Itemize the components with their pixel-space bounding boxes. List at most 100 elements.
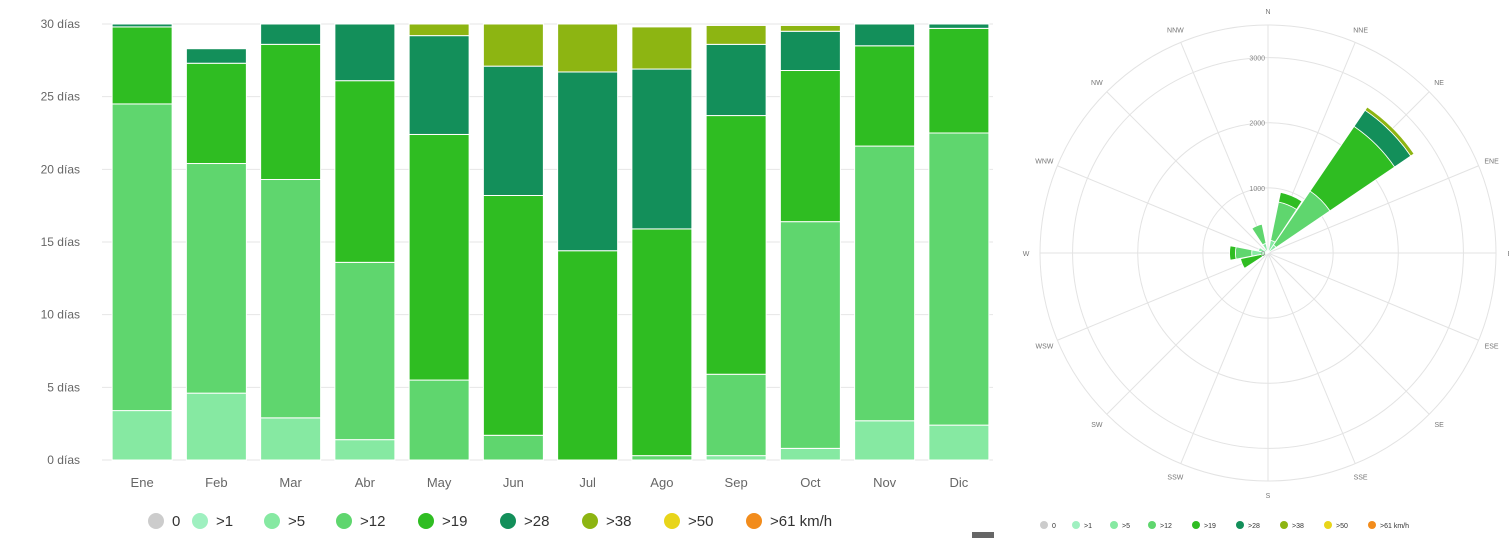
bar-segment[interactable] bbox=[631, 228, 693, 457]
bar-segment[interactable] bbox=[111, 26, 173, 105]
rose-segment[interactable] bbox=[1240, 253, 1264, 269]
bar-segment[interactable] bbox=[482, 194, 544, 436]
bar-segment[interactable] bbox=[111, 410, 173, 461]
bar-segment[interactable] bbox=[854, 420, 916, 461]
legend-label[interactable]: >5 bbox=[1122, 523, 1130, 530]
angular-gridline bbox=[1267, 252, 1356, 464]
legend-label[interactable]: >61 km/h bbox=[770, 513, 832, 530]
legend-label[interactable]: >1 bbox=[1084, 523, 1092, 530]
bar-segment[interactable] bbox=[705, 43, 767, 117]
legend-label[interactable]: >28 bbox=[1248, 523, 1260, 530]
legend-label[interactable]: >12 bbox=[1160, 523, 1172, 530]
bar-segment[interactable] bbox=[631, 68, 693, 230]
legend-label[interactable]: >1 bbox=[216, 513, 233, 530]
legend-label[interactable]: >38 bbox=[1292, 523, 1304, 530]
bar-segment[interactable] bbox=[260, 179, 322, 419]
bar-segment[interactable] bbox=[408, 35, 470, 135]
bar-segment[interactable] bbox=[631, 26, 693, 70]
bar-segment[interactable] bbox=[482, 434, 544, 461]
bar-segment[interactable] bbox=[185, 392, 247, 461]
direction-label: NNW bbox=[1167, 27, 1184, 34]
bar-segment[interactable] bbox=[408, 23, 470, 37]
bar-segment[interactable] bbox=[334, 23, 396, 82]
bar-segment[interactable] bbox=[928, 23, 990, 29]
legend-marker[interactable] bbox=[1280, 521, 1288, 529]
bar-segment[interactable] bbox=[260, 417, 322, 461]
legend-marker[interactable] bbox=[192, 513, 208, 529]
legend-label[interactable]: >61 km/h bbox=[1380, 523, 1409, 530]
legend-marker[interactable] bbox=[1110, 521, 1118, 529]
bar-segment[interactable] bbox=[779, 30, 841, 72]
legend-marker[interactable] bbox=[148, 513, 164, 529]
bar-segment[interactable] bbox=[928, 132, 990, 426]
x-tick-label: Ago bbox=[650, 475, 673, 490]
bar-segment[interactable] bbox=[631, 455, 693, 461]
bar-segment[interactable] bbox=[779, 70, 841, 223]
bar-segment[interactable] bbox=[928, 424, 990, 461]
bar-segment[interactable] bbox=[779, 24, 841, 32]
legend-marker[interactable] bbox=[582, 513, 598, 529]
legend-marker[interactable] bbox=[746, 513, 762, 529]
bar-segment[interactable] bbox=[482, 23, 544, 67]
legend-label[interactable]: >28 bbox=[524, 513, 549, 530]
bar-segment[interactable] bbox=[408, 133, 470, 381]
rose-segment[interactable] bbox=[1278, 191, 1303, 210]
bar-segment[interactable] bbox=[185, 62, 247, 165]
bar-segment[interactable] bbox=[334, 439, 396, 461]
legend-label[interactable]: 0 bbox=[1052, 523, 1056, 530]
bar-segment[interactable] bbox=[557, 71, 619, 252]
legend-label[interactable]: >38 bbox=[606, 513, 631, 530]
bar-segment[interactable] bbox=[557, 23, 619, 73]
direction-label: SE bbox=[1434, 422, 1444, 429]
rose-segment[interactable] bbox=[1364, 106, 1415, 157]
legend-label[interactable]: >12 bbox=[360, 513, 385, 530]
legend-marker[interactable] bbox=[1040, 521, 1048, 529]
bar-segment[interactable] bbox=[185, 48, 247, 64]
angular-gridline bbox=[1057, 252, 1269, 341]
legend-marker[interactable] bbox=[264, 513, 280, 529]
bar-segment[interactable] bbox=[482, 65, 544, 196]
bar-segment[interactable] bbox=[854, 23, 916, 47]
bar-segment[interactable] bbox=[705, 115, 767, 375]
legend-marker[interactable] bbox=[418, 513, 434, 529]
bar-segment[interactable] bbox=[705, 455, 767, 461]
legend-label[interactable]: >50 bbox=[688, 513, 713, 530]
bar-segment[interactable] bbox=[779, 447, 841, 461]
bar-segment[interactable] bbox=[557, 250, 619, 461]
rose-segment[interactable] bbox=[1251, 223, 1267, 246]
bar-segment[interactable] bbox=[779, 221, 841, 449]
bar-segment[interactable] bbox=[260, 43, 322, 181]
bar-segment[interactable] bbox=[854, 45, 916, 147]
bar-segment[interactable] bbox=[111, 103, 173, 412]
bar-segment[interactable] bbox=[334, 261, 396, 441]
bar-segment[interactable] bbox=[260, 23, 322, 45]
legend-marker[interactable] bbox=[1368, 521, 1376, 529]
legend-marker[interactable] bbox=[1324, 521, 1332, 529]
legend-marker[interactable] bbox=[1236, 521, 1244, 529]
bar-segment[interactable] bbox=[928, 27, 990, 134]
bar-segment[interactable] bbox=[705, 24, 767, 45]
bar-segment[interactable] bbox=[334, 80, 396, 263]
bar-segment[interactable] bbox=[408, 379, 470, 461]
legend-label[interactable]: >19 bbox=[442, 513, 467, 530]
legend-marker[interactable] bbox=[1192, 521, 1200, 529]
bar-segment[interactable] bbox=[705, 373, 767, 457]
menu-handle[interactable] bbox=[972, 532, 994, 538]
bar-segment[interactable] bbox=[185, 163, 247, 394]
legend-label[interactable]: >50 bbox=[1336, 523, 1348, 530]
x-tick-label: Abr bbox=[355, 475, 376, 490]
legend-marker[interactable] bbox=[1072, 521, 1080, 529]
angular-gridline bbox=[1180, 42, 1269, 254]
legend-label[interactable]: >5 bbox=[288, 513, 305, 530]
bar-segment[interactable] bbox=[854, 145, 916, 422]
legend-marker[interactable] bbox=[336, 513, 352, 529]
legend-marker[interactable] bbox=[1148, 521, 1156, 529]
legend-label[interactable]: 0 bbox=[172, 513, 180, 530]
bar-segment[interactable] bbox=[111, 23, 173, 28]
x-tick-label: Sep bbox=[725, 475, 748, 490]
legend-marker[interactable] bbox=[664, 513, 680, 529]
legend-label[interactable]: >19 bbox=[1204, 523, 1216, 530]
rose-segment[interactable] bbox=[1229, 245, 1237, 261]
y-tick-label: 10 días bbox=[41, 308, 80, 322]
legend-marker[interactable] bbox=[500, 513, 516, 529]
